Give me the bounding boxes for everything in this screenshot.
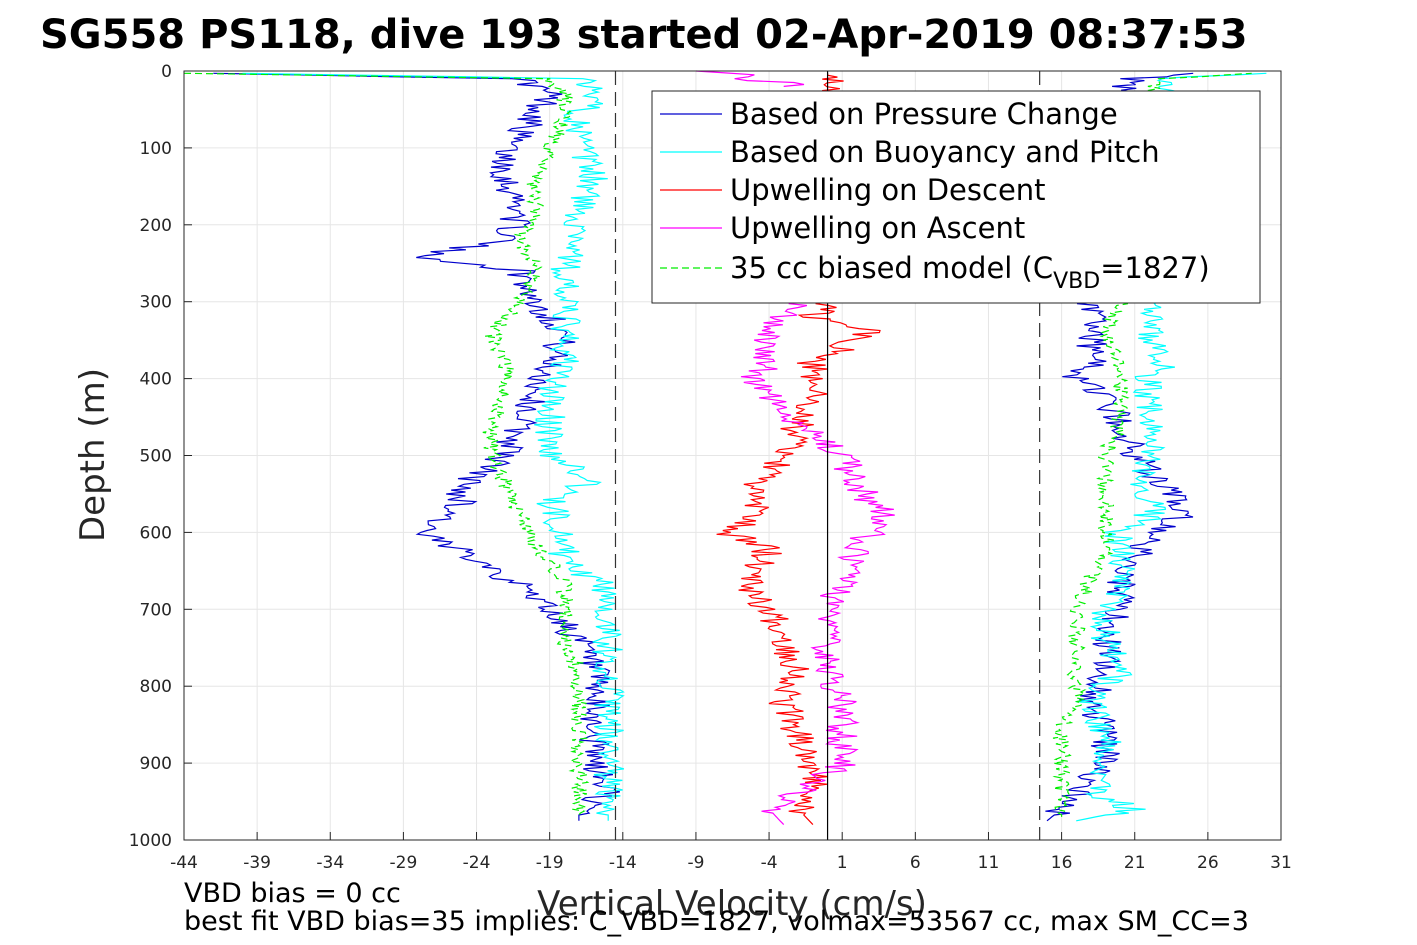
- x-tick-label: -4: [761, 853, 778, 873]
- x-tick-label: -39: [243, 853, 271, 873]
- legend-label-upwelling-on-descent: Upwelling on Descent: [730, 173, 1046, 207]
- y-tick-label: 700: [140, 600, 172, 620]
- series-line-35-cc-biased-model-c-vbd-1827-descent: [183, 72, 591, 817]
- legend-box: [651, 90, 1261, 304]
- legend-label-based-on-pressure-change: Based on Pressure Change: [730, 97, 1118, 131]
- legend: Based on Pressure Change Based on Buoyanc…: [651, 90, 1261, 304]
- x-tick-label: 1: [837, 853, 848, 873]
- x-tick-label: 31: [1270, 853, 1292, 873]
- y-tick-label: 0: [161, 62, 172, 82]
- y-tick-label: 100: [140, 139, 172, 159]
- legend-label-upwelling-on-ascent: Upwelling on Ascent: [730, 211, 1025, 245]
- x-tick-label: -44: [170, 853, 198, 873]
- x-tick-label: 21: [1124, 853, 1146, 873]
- series-line-upwelling-on-ascent-descent: [740, 301, 895, 826]
- legend-label-35-cc-biased-model-c-vbd-1827: 35 cc biased model (CVBD=1827): [730, 251, 1210, 294]
- y-tick-label: 800: [140, 677, 172, 697]
- axes: -44 -39 -34 -29 -24 -19 -14 -9 -4 1 6 11 16 21 26 31010…: [129, 62, 1292, 873]
- x-tick-label: -29: [390, 853, 418, 873]
- x-tick-label: 26: [1197, 853, 1219, 873]
- y-tick-label: 500: [140, 447, 172, 467]
- x-axis-label: Vertical Velocity (cm/s): [537, 884, 927, 924]
- y-tick-label: 900: [140, 754, 172, 774]
- annotation-best-fit: best fit VBD bias=35 implies: C_VBD=1827…: [184, 906, 1249, 937]
- legend-label-based-on-buoyancy-and-pitch: Based on Buoyancy and Pitch: [730, 135, 1160, 169]
- y-axis-label: Depth (m): [73, 368, 113, 542]
- x-tick-label: -24: [463, 853, 491, 873]
- y-tick-label: 600: [140, 523, 172, 543]
- series-line-based-on-pressure-change-descent: [213, 72, 620, 821]
- plot-frame: [183, 70, 1282, 841]
- y-tick-label: 300: [140, 293, 172, 313]
- annotation-vbd-bias: VBD bias = 0 cc: [184, 878, 401, 909]
- series-line-based-on-buoyancy-and-pitch-descent: [242, 72, 625, 821]
- x-tick-label: -9: [687, 853, 704, 873]
- x-tick-label: -14: [609, 853, 637, 873]
- x-tick-label: -19: [536, 853, 564, 873]
- x-tick-label: -34: [316, 853, 344, 873]
- series-line-upwelling-on-ascent-ascent: [695, 70, 805, 87]
- x-tick-label: 16: [1051, 853, 1073, 873]
- y-tick-label: 1000: [129, 831, 172, 851]
- x-tick-label: 6: [910, 853, 921, 873]
- chart-title: SG558 PS118, dive 193 started 02-Apr-201…: [40, 12, 1248, 58]
- y-tick-label: 200: [140, 216, 172, 236]
- y-tick-label: 400: [140, 370, 172, 390]
- x-tick-label: 11: [978, 853, 1000, 873]
